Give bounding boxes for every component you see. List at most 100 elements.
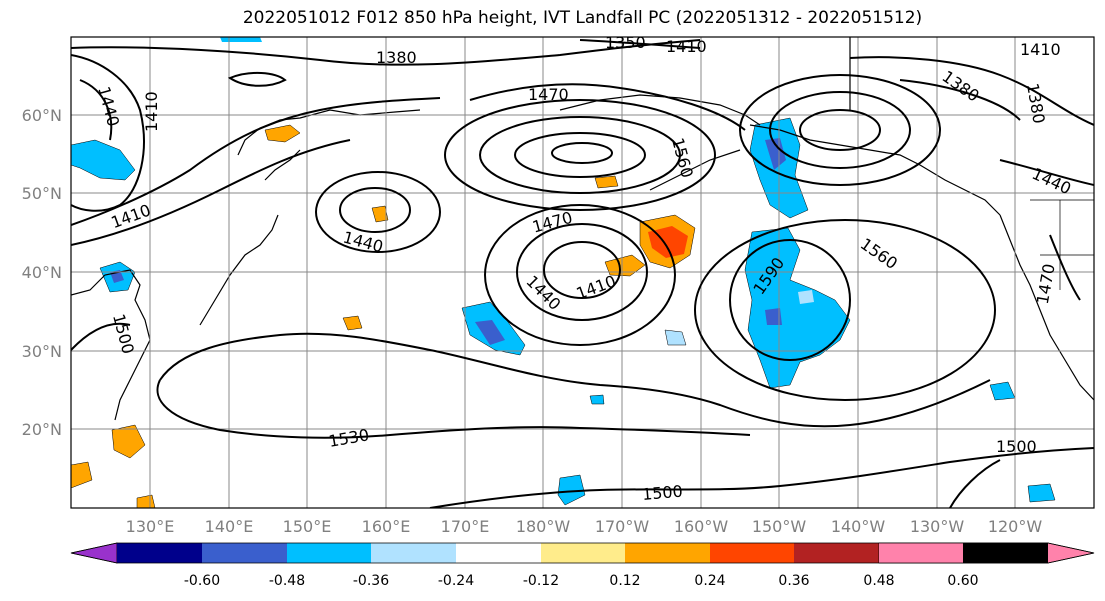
contour-1530-bottom <box>156 379 751 439</box>
coast-japan <box>199 214 279 326</box>
colorbar-segment <box>963 543 1048 563</box>
lon-label: 180°W <box>516 517 571 536</box>
contour-1500-west <box>71 322 131 351</box>
contour-ak-mid <box>769 91 911 169</box>
contour-1410-west <box>71 139 351 246</box>
contour-1500-south <box>429 447 1094 508</box>
colorbar-outline <box>70 542 1095 564</box>
contour-low-c-inner <box>543 241 621 299</box>
lon-label: 150°E <box>283 517 332 536</box>
lat-label: 20°N <box>22 420 62 439</box>
contour-label: 1500 <box>641 481 683 503</box>
shade-orange-1 <box>371 205 389 223</box>
contour-label: 1410 <box>666 37 707 56</box>
colorbar-tick-label: 0.12 <box>609 573 640 589</box>
contour-1470-east <box>1049 234 1081 301</box>
shade-orange-kamchatka <box>264 124 301 143</box>
contour-1380-east <box>899 79 1021 121</box>
shade-dark-west <box>475 320 505 345</box>
colorbar-tick-label: -0.60 <box>184 573 220 589</box>
lat-label: 50°N <box>22 184 62 203</box>
contour-ak-outer <box>739 74 941 186</box>
contour-label: 1350 <box>605 33 646 52</box>
contour-cell-north-inner <box>514 132 646 178</box>
contour-1380-west <box>71 97 441 226</box>
shade-orange-3 <box>594 175 619 189</box>
colorbar-ticks: -0.60 -0.48 -0.36 -0.24 -0.12 0.12 0.24 … <box>184 573 979 589</box>
contour-label: 1410 <box>1020 40 1061 59</box>
colorbar-extend-left <box>70 542 118 564</box>
colorbar-segment <box>879 543 963 563</box>
colorbar-tick-label: -0.24 <box>438 573 474 589</box>
height-contours <box>71 39 1094 508</box>
lon-label: 160°E <box>362 517 411 536</box>
map-frame <box>70 36 1095 509</box>
colorbar-segment <box>287 543 371 563</box>
colorbar-segment <box>202 543 287 563</box>
contour-e-high-outer <box>694 219 996 401</box>
lon-label: 140°W <box>831 517 886 536</box>
coast-aleutians <box>649 149 741 191</box>
shade-blue-subtropical <box>744 227 851 389</box>
lon-label: 130°E <box>126 517 175 536</box>
shade-blue-south-east <box>1027 483 1056 503</box>
contour-label: 1500 <box>996 437 1037 456</box>
map-title: 2022051012 F012 850 hPa height, IVT Land… <box>242 8 923 28</box>
shade-orange-central-2 <box>604 254 646 277</box>
colorbar-tick-label: -0.48 <box>269 573 305 589</box>
colorbar-tick-label: -0.36 <box>353 573 389 589</box>
contour-label: 1380 <box>376 48 417 67</box>
colorbar-tick-label: -0.12 <box>523 573 559 589</box>
gridlines <box>71 37 1094 508</box>
shade-light-2 <box>798 290 814 304</box>
colorbar-tick-label: 0.48 <box>863 573 894 589</box>
shading-layer <box>71 37 1056 508</box>
shade-blue-tiny <box>589 394 605 405</box>
coast-na-west <box>999 214 1094 401</box>
contour-low-c-outer <box>484 204 676 346</box>
contour-1530-top <box>159 332 991 428</box>
shade-blue-top <box>220 37 262 42</box>
shade-orange-2 <box>342 315 363 331</box>
shade-dark-goa <box>765 138 786 170</box>
colorbar: -0.60 -0.48 -0.36 -0.24 -0.12 0.12 0.24 … <box>70 542 1095 589</box>
colorbar-tick-label: 0.36 <box>778 573 809 589</box>
lon-label: 160°W <box>674 517 729 536</box>
borders-na <box>1030 199 1094 290</box>
shade-blue-asia <box>71 139 136 181</box>
colorbar-tick-label: 0.24 <box>694 573 725 589</box>
lon-label: 150°W <box>752 517 807 536</box>
contour-1470-top <box>469 83 746 131</box>
lon-label: 140°E <box>205 517 254 536</box>
colorbar-segment <box>625 543 710 563</box>
contour-e-high-inner <box>729 239 851 361</box>
colorbar-segment <box>371 543 456 563</box>
colorbar-segment <box>794 543 879 563</box>
colorbar-segment <box>117 543 202 563</box>
contour-cell-north-mid <box>479 116 681 194</box>
lon-label: 170°W <box>595 517 650 536</box>
lon-labels: 130°E 140°E 150°E 160°E 170°E 180°W 170°… <box>126 517 1043 536</box>
contour-1500-se <box>949 459 1001 508</box>
contour-1350 <box>579 39 701 49</box>
contour-west-1440 <box>79 79 113 141</box>
lat-label: 40°N <box>22 263 62 282</box>
contour-cell-north-outer <box>444 99 716 211</box>
title-wrap: 2022051012 F012 850 hPa height, IVT Land… <box>0 0 1105 30</box>
contour-small-top <box>227 72 287 87</box>
contour-1380-top <box>71 39 701 66</box>
contour-ak-inner <box>799 109 881 151</box>
contour-label: 1410 <box>142 91 161 132</box>
lat-labels: 60°N 50°N 40°N 30°N 20°N <box>22 106 62 439</box>
colorbar-segment <box>710 543 794 563</box>
shade-dark-subtropical <box>765 308 782 325</box>
colorbar-tick-label: 0.60 <box>947 573 978 589</box>
contour-low-c-mid <box>516 223 648 321</box>
lon-label: 120°W <box>988 517 1043 536</box>
lat-label: 60°N <box>22 106 62 125</box>
lon-label: 170°E <box>441 517 490 536</box>
contour-1410-east <box>849 56 1094 126</box>
colorbar-segment <box>456 543 541 563</box>
contour-low-w-outer <box>315 171 441 253</box>
